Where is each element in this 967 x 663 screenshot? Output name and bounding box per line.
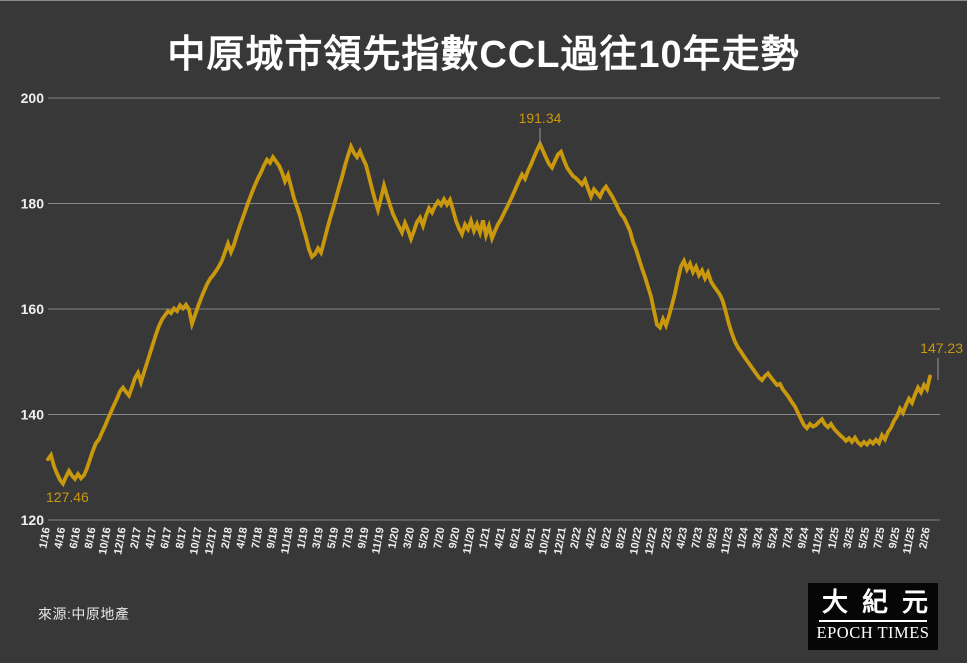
x-axis-label: 4/17 bbox=[144, 526, 160, 549]
x-axis-label: 11/19 bbox=[370, 526, 386, 555]
x-axis-label: 3/19 bbox=[311, 526, 327, 549]
annotation-label: 127.46 bbox=[46, 489, 89, 505]
x-axis-label: 2/23 bbox=[659, 526, 675, 549]
x-axis-label: 4/18 bbox=[235, 526, 251, 549]
x-axis-label: 4/23 bbox=[675, 526, 691, 549]
x-axis-label: 7/18 bbox=[250, 526, 266, 549]
x-axis-label: 7/19 bbox=[341, 526, 357, 549]
x-axis-label: 10/22 bbox=[628, 526, 645, 555]
x-axis-label: 5/24 bbox=[766, 526, 782, 550]
x-axis-label: 7/23 bbox=[690, 526, 706, 549]
x-axis-label: 4/22 bbox=[584, 526, 600, 549]
x-axis-label: 2/26 bbox=[917, 526, 933, 549]
source-note: 來源:中原地產 bbox=[38, 606, 130, 622]
x-axis-label: 10/17 bbox=[188, 526, 205, 555]
x-axis-label: 12/16 bbox=[112, 526, 129, 555]
x-axis-label: 4/21 bbox=[493, 526, 509, 549]
x-axis-label: 5/25 bbox=[857, 526, 873, 549]
y-axis-label: 180 bbox=[21, 196, 45, 212]
x-axis-label: 9/19 bbox=[356, 526, 372, 549]
chart-title: 中原城市領先指數CCL過往10年走勢 bbox=[167, 34, 800, 76]
y-axis-label: 200 bbox=[21, 90, 45, 106]
x-axis-label: 9/18 bbox=[265, 526, 281, 549]
x-axis-label: 8/21 bbox=[523, 526, 539, 549]
x-axis-label: 12/22 bbox=[643, 526, 660, 555]
ccl-line bbox=[46, 139, 932, 488]
x-axis-label: 7/20 bbox=[432, 526, 448, 549]
x-axis-label: 1/21 bbox=[477, 526, 493, 549]
y-axis-label: 120 bbox=[21, 512, 45, 528]
x-axis-label: 6/17 bbox=[159, 526, 175, 549]
x-axis-label: 9/25 bbox=[887, 526, 903, 549]
x-axis-label: 1/20 bbox=[386, 526, 402, 549]
x-axis-label: 9/23 bbox=[705, 526, 721, 549]
x-axis-label: 10/21 bbox=[537, 526, 554, 555]
x-axis-label: 5/19 bbox=[326, 526, 342, 549]
x-axis-label: 1/16 bbox=[37, 526, 53, 549]
x-axis-label: 6/22 bbox=[599, 526, 615, 549]
x-axis-label: 3/24 bbox=[751, 526, 767, 550]
x-axis-label: 3/25 bbox=[842, 526, 858, 549]
x-axis-label: 11/24 bbox=[810, 526, 827, 555]
x-axis-label: 2/22 bbox=[568, 526, 584, 549]
x-axis-label: 11/20 bbox=[461, 526, 477, 555]
epoch-times-logo: 大紀元 EPOCH TIMES bbox=[808, 583, 938, 650]
x-axis-label: 1/24 bbox=[735, 526, 751, 550]
x-axis-label: 11/18 bbox=[279, 526, 295, 555]
x-axis-label: 4/16 bbox=[53, 526, 69, 549]
epoch-times-logo-chinese: 大紀元 bbox=[822, 588, 943, 617]
x-axis-label: 6/16 bbox=[68, 526, 84, 549]
y-axis-label: 160 bbox=[21, 301, 45, 317]
x-axis-label: 9/20 bbox=[447, 526, 463, 549]
annotation-label: 191.34 bbox=[519, 110, 562, 126]
logo-divider bbox=[819, 620, 927, 622]
x-axis-label: 10/16 bbox=[97, 526, 114, 555]
x-axis-label: 8/17 bbox=[174, 526, 190, 549]
x-axis-label: 8/16 bbox=[83, 526, 99, 549]
x-axis-label: 5/20 bbox=[417, 526, 433, 549]
x-axis-label: 12/21 bbox=[552, 526, 569, 555]
x-axis-label: 6/21 bbox=[508, 526, 524, 549]
x-axis-label: 7/24 bbox=[781, 526, 797, 550]
x-axis-label: 3/20 bbox=[402, 526, 418, 549]
y-axis-label: 140 bbox=[21, 407, 45, 423]
x-axis-label: 2/17 bbox=[128, 526, 144, 549]
epoch-times-logo-english: EPOCH TIMES bbox=[816, 623, 930, 642]
x-axis-label: 1/19 bbox=[295, 526, 311, 549]
x-axis-label: 1/25 bbox=[826, 526, 842, 549]
x-axis-label: 12/17 bbox=[203, 526, 220, 555]
x-axis-label: 7/25 bbox=[872, 526, 888, 549]
x-axis-label: 11/25 bbox=[901, 526, 917, 555]
x-axis-label: 11/23 bbox=[719, 526, 735, 555]
x-axis-label: 8/22 bbox=[614, 526, 630, 549]
annotation-label: 147.23 bbox=[920, 340, 963, 356]
x-axis-label: 9/24 bbox=[796, 526, 812, 550]
x-axis-label: 2/18 bbox=[219, 526, 235, 549]
